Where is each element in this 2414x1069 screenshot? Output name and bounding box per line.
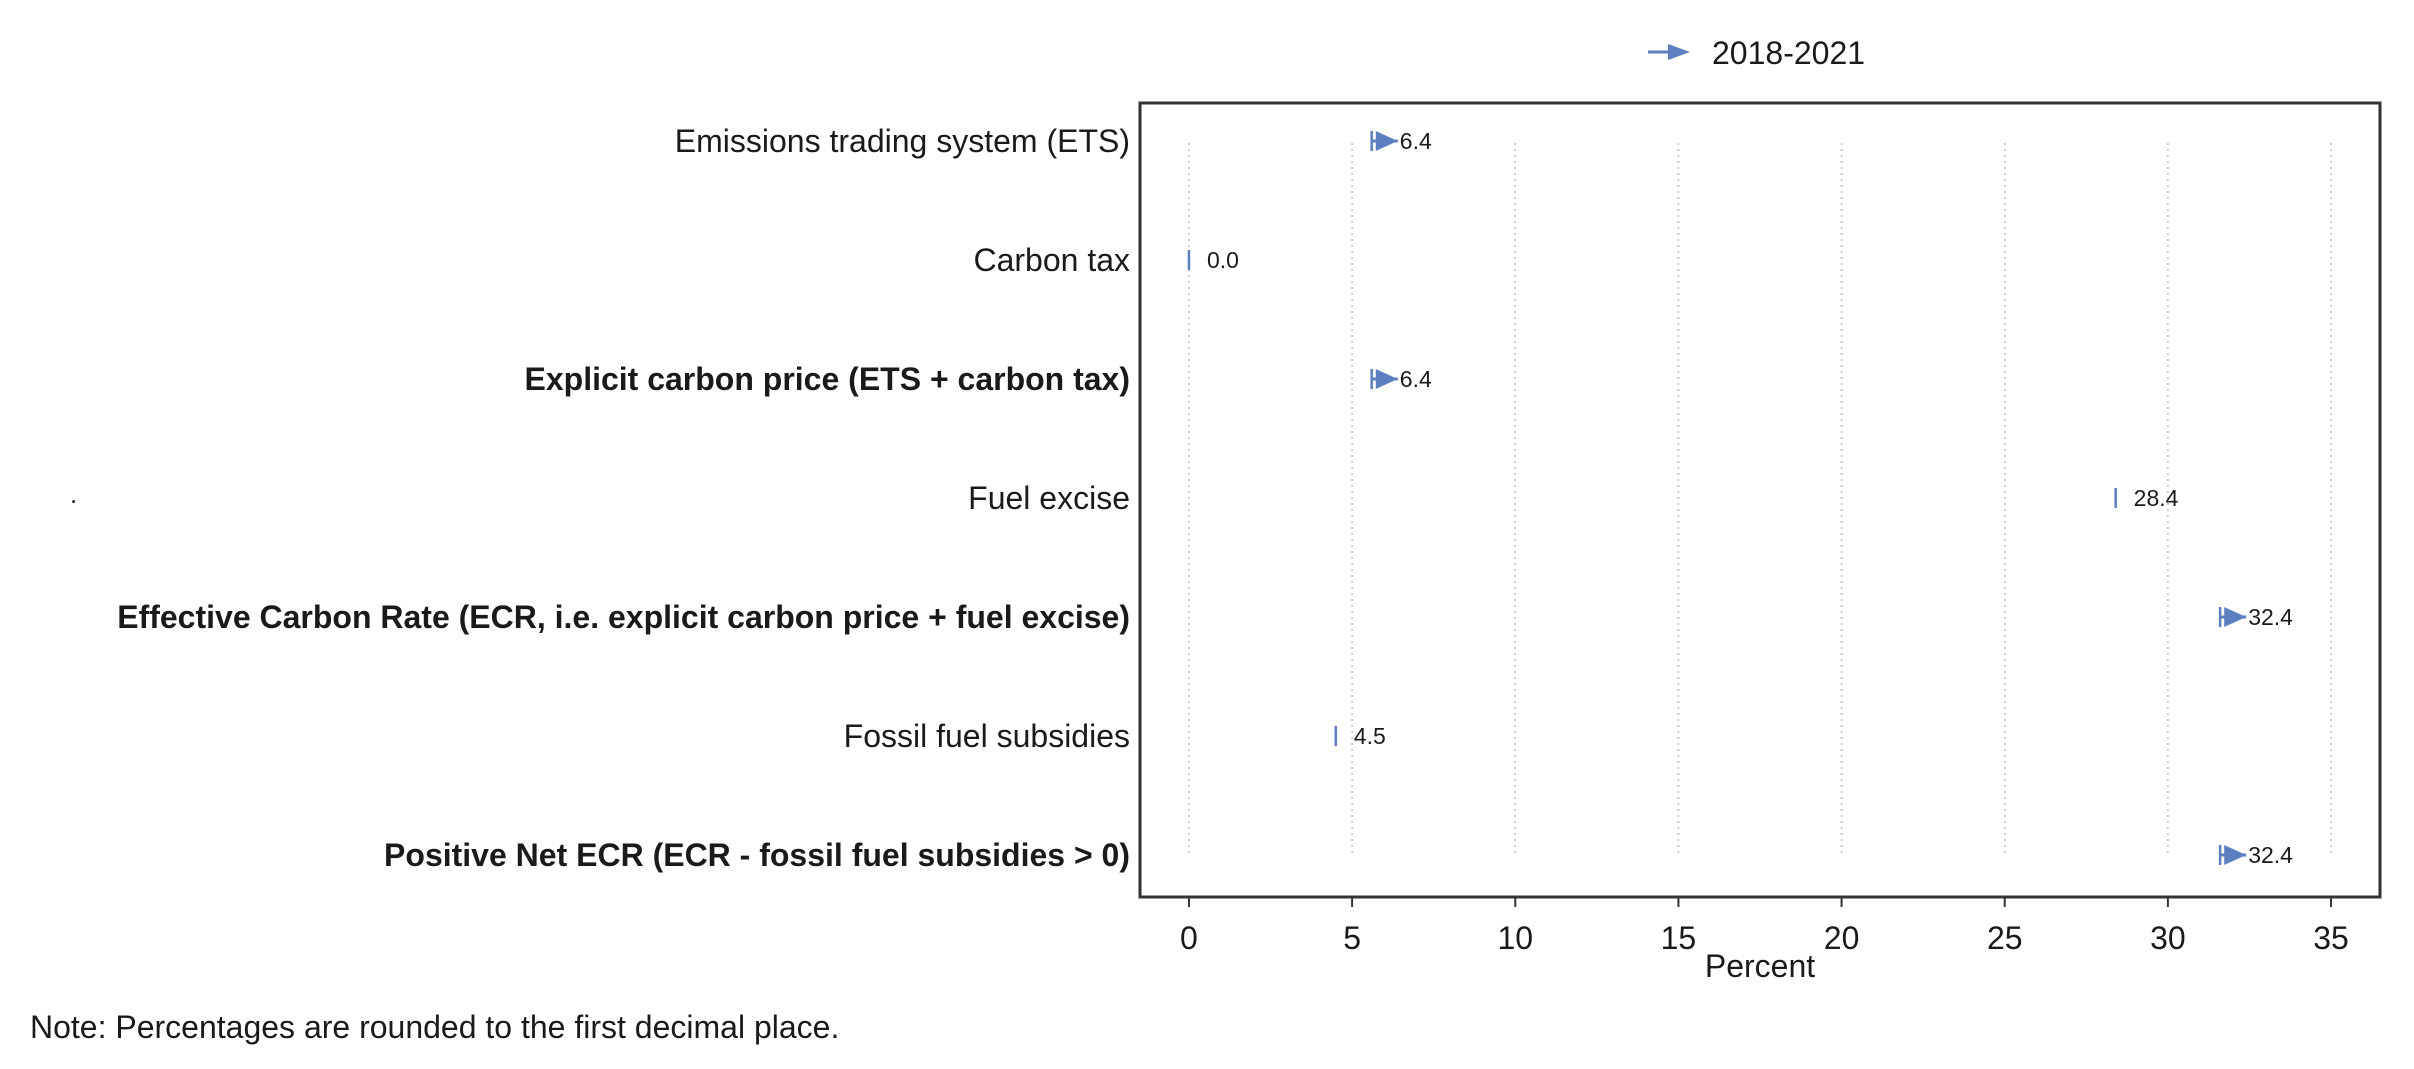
category-label: Explicit carbon price (ETS + carbon tax) (525, 361, 1131, 397)
data-marks: 6.4 0.0 6.4 28.4 32.4 4.5 32.4 (1187, 128, 2293, 868)
change-arrowhead (2224, 607, 2247, 627)
x-tick-label: 0 (1180, 920, 1198, 956)
x-tick-label: 15 (1661, 920, 1697, 956)
x-axis-label: Percent (1705, 948, 1815, 984)
grid-lines (1188, 143, 2332, 857)
x-tick-label: 20 (1824, 920, 1860, 956)
x-axis-ticks: 0 5 10 15 20 25 30 35 (1180, 897, 2349, 956)
x-tick-label: 10 (1497, 920, 1533, 956)
legend-arrowhead (1668, 44, 1690, 60)
stray-mark: . (70, 479, 77, 509)
value-label: 4.5 (1354, 723, 1386, 749)
legend-label: 2018-2021 (1712, 35, 1865, 71)
category-label: Fossil fuel subsidies (844, 718, 1130, 754)
footnote: Note: Percentages are rounded to the fir… (30, 1009, 839, 1045)
x-tick-label: 5 (1343, 920, 1361, 956)
value-label: 32.4 (2248, 842, 2293, 868)
value-label: 0.0 (1207, 247, 1239, 273)
value-label: 28.4 (2134, 485, 2179, 511)
value-label: 6.4 (1400, 366, 1432, 392)
category-labels: Emissions trading system (ETS) Carbon tax… (117, 123, 1130, 873)
value-label: 6.4 (1400, 128, 1432, 154)
change-arrowhead (2224, 845, 2247, 865)
x-tick-label: 35 (2313, 920, 2349, 956)
category-label: Emissions trading system (ETS) (675, 123, 1130, 159)
category-label: Fuel excise (968, 480, 1130, 516)
category-label: Positive Net ECR (ECR - fossil fuel subs… (384, 837, 1130, 873)
category-label: Carbon tax (973, 242, 1130, 278)
value-label: 32.4 (2248, 604, 2293, 630)
plot-frame (1138, 101, 2382, 899)
change-arrowhead (1375, 131, 1398, 151)
category-label: Effective Carbon Rate (ECR, i.e. explici… (117, 599, 1130, 635)
legend: 2018-2021 (1648, 35, 1865, 71)
change-arrowhead (1375, 369, 1398, 389)
x-tick-label: 30 (2150, 920, 2186, 956)
x-tick-label: 25 (1987, 920, 2023, 956)
